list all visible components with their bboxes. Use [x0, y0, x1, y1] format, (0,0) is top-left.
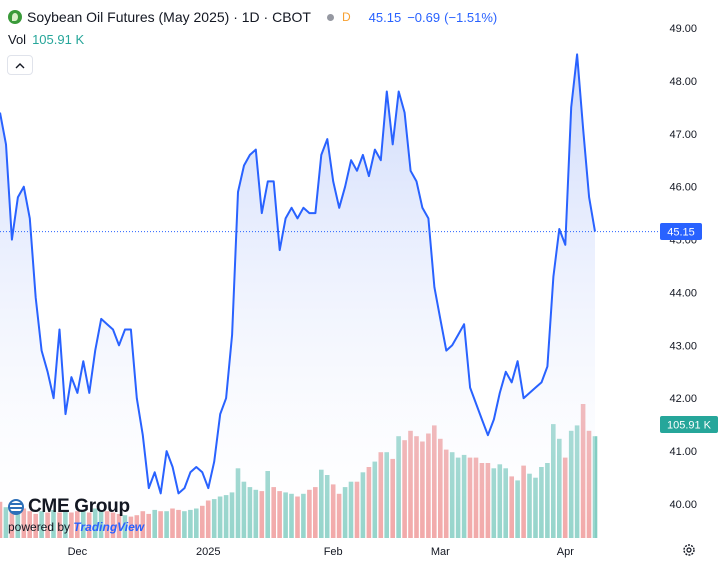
powered-by-label: powered by: [8, 520, 71, 534]
x-tick-label: Mar: [431, 546, 450, 558]
x-axis[interactable]: Dec 2025 Feb Mar Apr: [68, 546, 575, 558]
x-tick-label: 2025: [196, 546, 220, 558]
price-tag-label: 45.15: [667, 227, 695, 239]
soybean-logo-icon: [8, 10, 22, 24]
y-tick-label: 44.00: [669, 287, 697, 299]
x-tick-label: Feb: [324, 546, 343, 558]
y-tick-label: 40.00: [669, 499, 697, 511]
price-area-fill: [0, 54, 595, 541]
collapse-legend-button[interactable]: [7, 55, 33, 75]
y-tick-label: 46.00: [669, 182, 697, 194]
volume-tag-label: 105.91 K: [667, 420, 712, 432]
symbol-title[interactable]: Soybean Oil Futures (May 2025) · 1D · CB…: [27, 9, 311, 25]
y-tick-label: 42.00: [669, 393, 697, 405]
y-tick-label: 47.00: [669, 129, 697, 141]
gear-icon: [683, 544, 695, 556]
cme-group-watermark: CME Group powered by TradingView: [8, 496, 144, 534]
y-tick-label: 41.00: [669, 446, 697, 458]
price-line-series: [0, 53, 596, 495]
volume-legend: Vol 105.91 K: [8, 32, 84, 47]
volume-tag: 105.91 K: [660, 416, 718, 433]
chart-settings-button[interactable]: [682, 543, 696, 557]
y-tick-label: 43.00: [669, 340, 697, 352]
tradingview-label: TradingView: [73, 520, 145, 534]
y-tick-label: 49.00: [669, 23, 697, 35]
market-status-dot-icon: [327, 13, 334, 21]
x-tick-label: Apr: [557, 546, 574, 558]
cme-globe-icon: [8, 499, 24, 515]
price-change-pct: (−1.51%): [444, 9, 498, 25]
y-axis[interactable]: 49.0048.0047.0046.0045.0044.0043.0042.00…: [669, 23, 697, 511]
chevron-up-icon: [15, 62, 25, 68]
x-tick-label: Dec: [68, 546, 88, 558]
price-tag: 45.15: [660, 223, 702, 240]
y-tick-label: 48.00: [669, 76, 697, 88]
volume-label[interactable]: Vol: [8, 32, 27, 47]
volume-value: 105.91 K: [32, 32, 85, 47]
delayed-data-flag[interactable]: D: [342, 10, 351, 24]
price-change-value: −0.69: [407, 9, 441, 25]
chart-legend-header: Soybean Oil Futures (May 2025) · 1D · CB…: [8, 8, 497, 26]
cme-label: CME Group: [28, 496, 130, 517]
last-price-value: 45.15: [368, 9, 402, 25]
